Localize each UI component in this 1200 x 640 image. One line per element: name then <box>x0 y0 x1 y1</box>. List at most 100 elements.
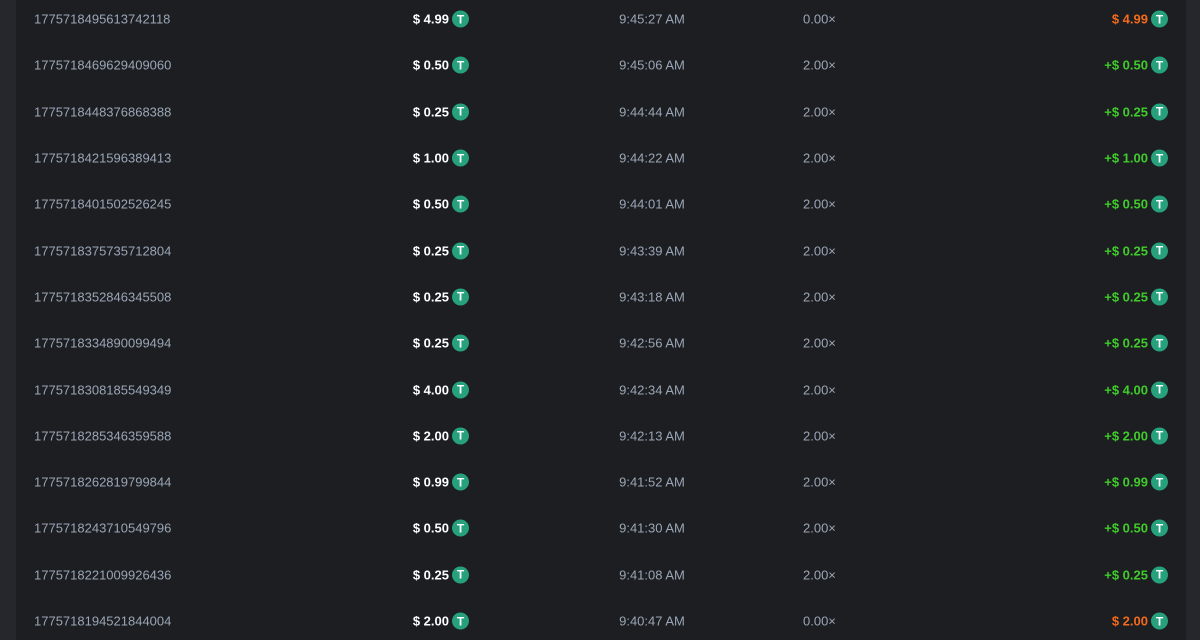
bet-time: 9:41:30 AM <box>619 520 685 536</box>
tether-usdt-icon: T <box>452 427 469 445</box>
bet-amount: $ 0.25 T <box>412 103 469 121</box>
table-row[interactable]: 1775718469629409060 $ 0.50 T 9:45:06 AM 2… <box>16 42 1186 88</box>
bet-id[interactable]: 1775718448376868388 <box>34 104 172 120</box>
bet-id[interactable]: 1775718352846345508 <box>34 289 172 305</box>
bet-multiplier: 2.00× <box>803 196 836 212</box>
bet-amount: $ 2.00 T <box>412 427 469 445</box>
bet-id[interactable]: 1775718285346359588 <box>34 428 172 444</box>
bet-time: 9:44:01 AM <box>619 196 685 212</box>
bet-multiplier: 2.00× <box>803 520 836 536</box>
bet-payout-value: +$ 1.00 <box>1104 150 1148 166</box>
bet-payout: +$ 0.25 T <box>1104 242 1168 260</box>
bet-id[interactable]: 1775718401502526245 <box>34 196 172 212</box>
tether-usdt-icon: T <box>1151 612 1168 630</box>
bet-payout-value: $ 4.99 <box>1111 11 1148 27</box>
bet-time: 9:44:44 AM <box>619 104 685 120</box>
bet-amount-value: $ 4.99 <box>412 11 449 27</box>
bet-id[interactable]: 1775718495613742118 <box>34 11 171 27</box>
bet-multiplier: 2.00× <box>803 335 836 351</box>
table-row[interactable]: 1775718352846345508 $ 0.25 T 9:43:18 AM 2… <box>16 274 1186 320</box>
bet-time: 9:42:56 AM <box>619 335 685 351</box>
table-row[interactable]: 1775718448376868388 $ 0.25 T 9:44:44 AM 2… <box>16 89 1186 135</box>
bet-multiplier: 2.00× <box>803 382 836 398</box>
table-row[interactable]: 1775718401502526245 $ 0.50 T 9:44:01 AM 2… <box>16 181 1186 227</box>
bet-time: 9:42:34 AM <box>619 382 685 398</box>
bet-multiplier: 2.00× <box>803 150 836 166</box>
bet-amount-value: $ 0.99 <box>412 474 449 490</box>
bet-payout: +$ 0.25 T <box>1104 566 1168 584</box>
bet-time: 9:45:06 AM <box>619 57 685 73</box>
tether-usdt-icon: T <box>1151 288 1168 306</box>
bet-payout-value: +$ 0.25 <box>1104 289 1148 305</box>
table-row[interactable]: 1775718285346359588 $ 2.00 T 9:42:13 AM 2… <box>16 413 1186 459</box>
table-row[interactable]: 1775718262819799844 $ 0.99 T 9:41:52 AM 2… <box>16 459 1186 505</box>
tether-usdt-icon: T <box>452 612 469 630</box>
tether-usdt-icon: T <box>452 103 469 121</box>
bet-time: 9:44:22 AM <box>619 150 685 166</box>
bet-amount-value: $ 2.00 <box>412 428 449 444</box>
tether-usdt-icon: T <box>1151 473 1168 491</box>
tether-usdt-icon: T <box>452 242 469 260</box>
bet-id[interactable]: 1775718194521844004 <box>34 613 172 629</box>
bet-multiplier: 2.00× <box>803 474 836 490</box>
bet-amount-value: $ 0.50 <box>412 196 449 212</box>
bet-id[interactable]: 1775718243710549796 <box>34 520 172 536</box>
bet-amount: $ 0.50 T <box>413 56 469 74</box>
bet-id[interactable]: 1775718221009926436 <box>34 567 172 583</box>
table-row[interactable]: 1775718421596389413 $ 1.00 T 9:44:22 AM 2… <box>16 135 1186 181</box>
bet-id[interactable]: 1775718334890099494 <box>34 335 172 351</box>
bet-amount-value: $ 0.25 <box>412 567 449 583</box>
bet-id[interactable]: 1775718262819799844 <box>34 474 172 490</box>
table-row[interactable]: 1775718221009926436 $ 0.25 T 9:41:08 AM 2… <box>16 552 1186 598</box>
bet-payout-value: +$ 0.99 <box>1104 474 1148 490</box>
bet-payout: +$ 0.50 T <box>1104 56 1168 74</box>
bet-amount-value: $ 2.00 <box>412 613 449 629</box>
tether-usdt-icon: T <box>452 334 469 352</box>
bet-id[interactable]: 1775718421596389413 <box>34 150 172 166</box>
tether-usdt-icon: T <box>452 473 469 491</box>
bet-payout-value: +$ 4.00 <box>1104 382 1148 398</box>
bet-amount-value: $ 0.25 <box>412 289 449 305</box>
tether-usdt-icon: T <box>452 566 469 584</box>
bet-payout-value: +$ 0.25 <box>1104 243 1148 259</box>
table-row[interactable]: 1775718334890099494 $ 0.25 T 9:42:56 AM 2… <box>16 320 1186 366</box>
table-row[interactable]: 1775718495613742118 $ 4.99 T 9:45:27 AM 0… <box>16 0 1186 42</box>
tether-usdt-icon: T <box>1151 566 1168 584</box>
tether-usdt-icon: T <box>1151 519 1168 537</box>
bet-multiplier: 2.00× <box>803 243 836 259</box>
bet-time: 9:43:39 AM <box>619 243 685 259</box>
bet-payout: $ 2.00 T <box>1111 612 1168 630</box>
table-row[interactable]: 1775718375735712804 $ 0.25 T 9:43:39 AM 2… <box>16 227 1186 273</box>
tether-usdt-icon: T <box>1151 149 1168 167</box>
table-row[interactable]: 1775718308185549349 $ 4.00 T 9:42:34 AM 2… <box>16 366 1186 412</box>
bet-amount-value: $ 0.25 <box>412 104 449 120</box>
bet-amount-value: $ 0.50 <box>412 520 449 536</box>
bet-time: 9:43:18 AM <box>619 289 685 305</box>
bet-amount: $ 0.25 T <box>413 242 469 260</box>
bet-amount-value: $ 4.00 <box>412 382 449 398</box>
bet-amount: $ 0.25 T <box>413 334 469 352</box>
bet-time: 9:45:27 AM <box>619 11 685 27</box>
tether-usdt-icon: T <box>1151 56 1168 74</box>
bet-id[interactable]: 1775718375735712804 <box>34 243 172 259</box>
tether-usdt-icon: T <box>452 149 469 167</box>
table-row[interactable]: 1775718194521844004 $ 2.00 T 9:40:47 AM 0… <box>16 598 1186 640</box>
bet-payout-value: +$ 0.25 <box>1104 335 1148 351</box>
bet-id[interactable]: 1775718469629409060 <box>34 57 172 73</box>
bet-payout: +$ 0.50 T <box>1104 519 1168 537</box>
bet-payout: +$ 0.25 T <box>1104 334 1168 352</box>
bet-amount: $ 4.99 T <box>412 10 469 28</box>
bet-amount: $ 2.00 T <box>412 612 469 630</box>
bet-amount-value: $ 1.00 <box>412 150 449 166</box>
bets-table-body: 1775718495613742118 $ 4.99 T 9:45:27 AM 0… <box>16 0 1186 640</box>
bet-payout: +$ 2.00 T <box>1104 427 1168 445</box>
table-row[interactable]: 1775718243710549796 $ 0.50 T 9:41:30 AM 2… <box>16 505 1186 551</box>
bet-payout-value: +$ 0.25 <box>1104 567 1148 583</box>
bet-payout: +$ 0.25 T <box>1104 103 1168 121</box>
tether-usdt-icon: T <box>452 519 469 537</box>
bet-id[interactable]: 1775718308185549349 <box>34 382 172 398</box>
bet-payout-value: $ 2.00 <box>1111 613 1148 629</box>
bet-amount: $ 0.99 T <box>412 473 469 491</box>
bet-payout: +$ 4.00 T <box>1104 381 1168 399</box>
tether-usdt-icon: T <box>1151 381 1168 399</box>
